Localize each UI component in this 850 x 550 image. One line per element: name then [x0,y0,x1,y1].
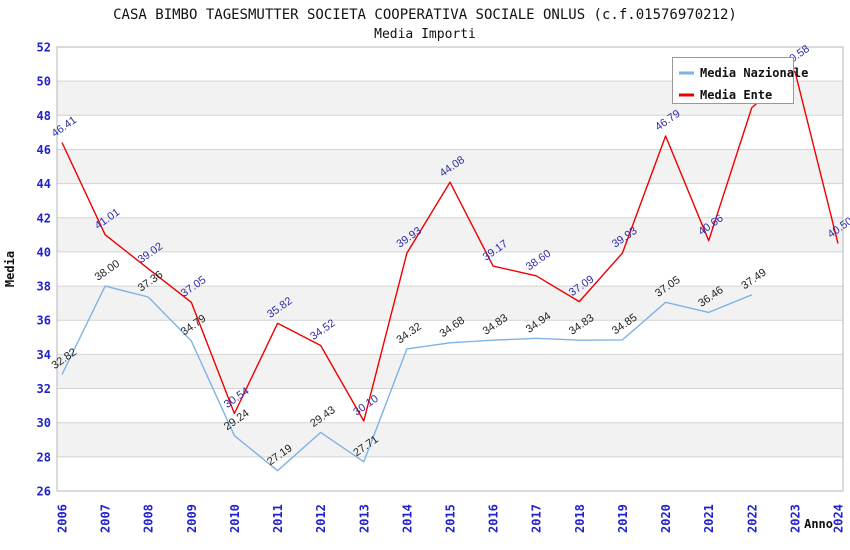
legend-label-media-nazionale: Media Nazionale [700,66,808,80]
y-tick-label: 26 [37,485,51,499]
y-tick-label: 32 [37,382,51,396]
y-tick-label: 36 [37,314,51,328]
plot-bands [57,81,843,457]
y-axis-title: Media [3,251,17,287]
x-tick-label: 2013 [357,504,371,533]
y-tick-label: 52 [37,41,51,55]
x-tick-label: 2015 [444,504,458,533]
x-tick-label: 2020 [659,504,673,533]
gridlines [57,80,843,458]
band-row [57,286,843,321]
x-tick-label: 2017 [530,504,544,533]
x-tick-label: 2024 [832,504,846,533]
y-tick-label: 50 [37,75,51,89]
x-axis-tick-labels: 2006 2007 2008 2009 2010 2011 2012 2013 2014 2015… [56,504,846,533]
y-tick-label: 34 [37,348,51,362]
point-label: 34.32 [394,321,423,347]
series-line-media-ente [61,70,839,422]
band-row [57,354,843,389]
x-tick-label: 2021 [702,504,716,533]
point-label: 34.52 [308,317,337,343]
point-label: 46.41 [50,114,79,140]
x-tick-label: 2014 [400,504,414,533]
series-lines [61,70,839,472]
x-tick-label: 2010 [228,504,242,533]
y-tick-label: 46 [37,143,51,157]
x-tick-label: 2008 [142,504,156,533]
band-row [57,149,843,184]
y-tick-label: 30 [37,416,51,430]
x-tick-label: 2007 [99,504,113,533]
legend: Media Nazionale Media Ente [672,57,808,104]
x-tick-label: 2019 [616,504,630,533]
x-tick-label: 2018 [573,504,587,533]
y-tick-label: 40 [37,245,51,259]
legend-label-media-ente: Media Ente [700,88,772,102]
y-tick-label: 28 [37,450,51,464]
band-row [57,422,843,457]
x-axis-title: Anno [804,517,833,531]
y-axis-tick-labels: 26 28 30 32 34 36 38 40 42 44 46 48 50 52 [37,41,51,499]
x-tick-label: 2023 [788,504,802,533]
y-tick-label: 44 [37,177,51,191]
point-label: 30.54 [222,385,251,411]
x-tick-label: 2009 [185,504,199,533]
x-tick-label: 2011 [271,504,285,533]
series-line-media-nazionale [61,285,753,472]
plot-border [56,46,844,492]
y-tick-label: 42 [37,211,51,225]
x-tick-label: 2022 [745,504,759,533]
y-tick-label: 38 [37,280,51,294]
x-tick-label: 2012 [314,504,328,533]
point-label: 38.00 [93,258,122,284]
x-tick-label: 2016 [487,504,501,533]
y-tick-label: 48 [37,109,51,123]
chart-title: CASA BIMBO TAGESMUTTER SOCIETA COOPERATI… [113,7,737,23]
band-row [57,217,843,252]
x-tick-label: 2006 [56,504,70,533]
chart-subtitle: Media Importi [374,27,476,42]
